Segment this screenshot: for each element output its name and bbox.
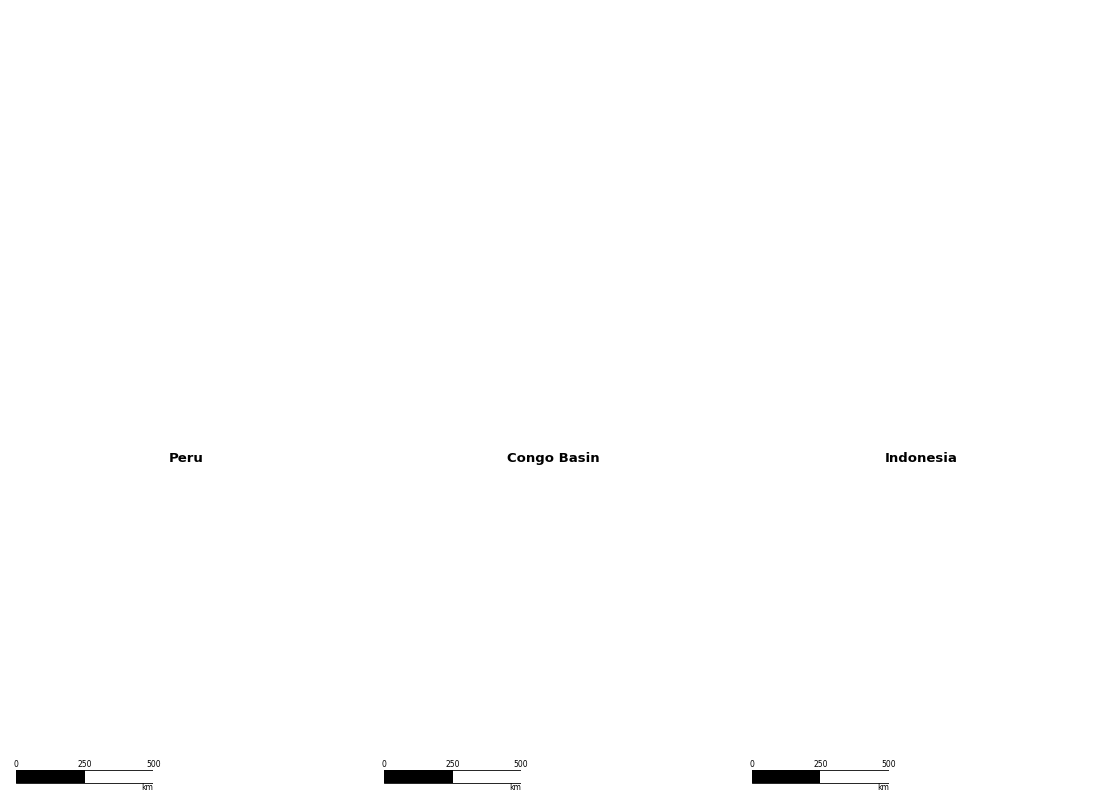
Title: Congo Basin: Congo Basin bbox=[507, 452, 600, 465]
Title: Peru: Peru bbox=[168, 452, 204, 465]
Title: Indonesia: Indonesia bbox=[884, 452, 958, 465]
